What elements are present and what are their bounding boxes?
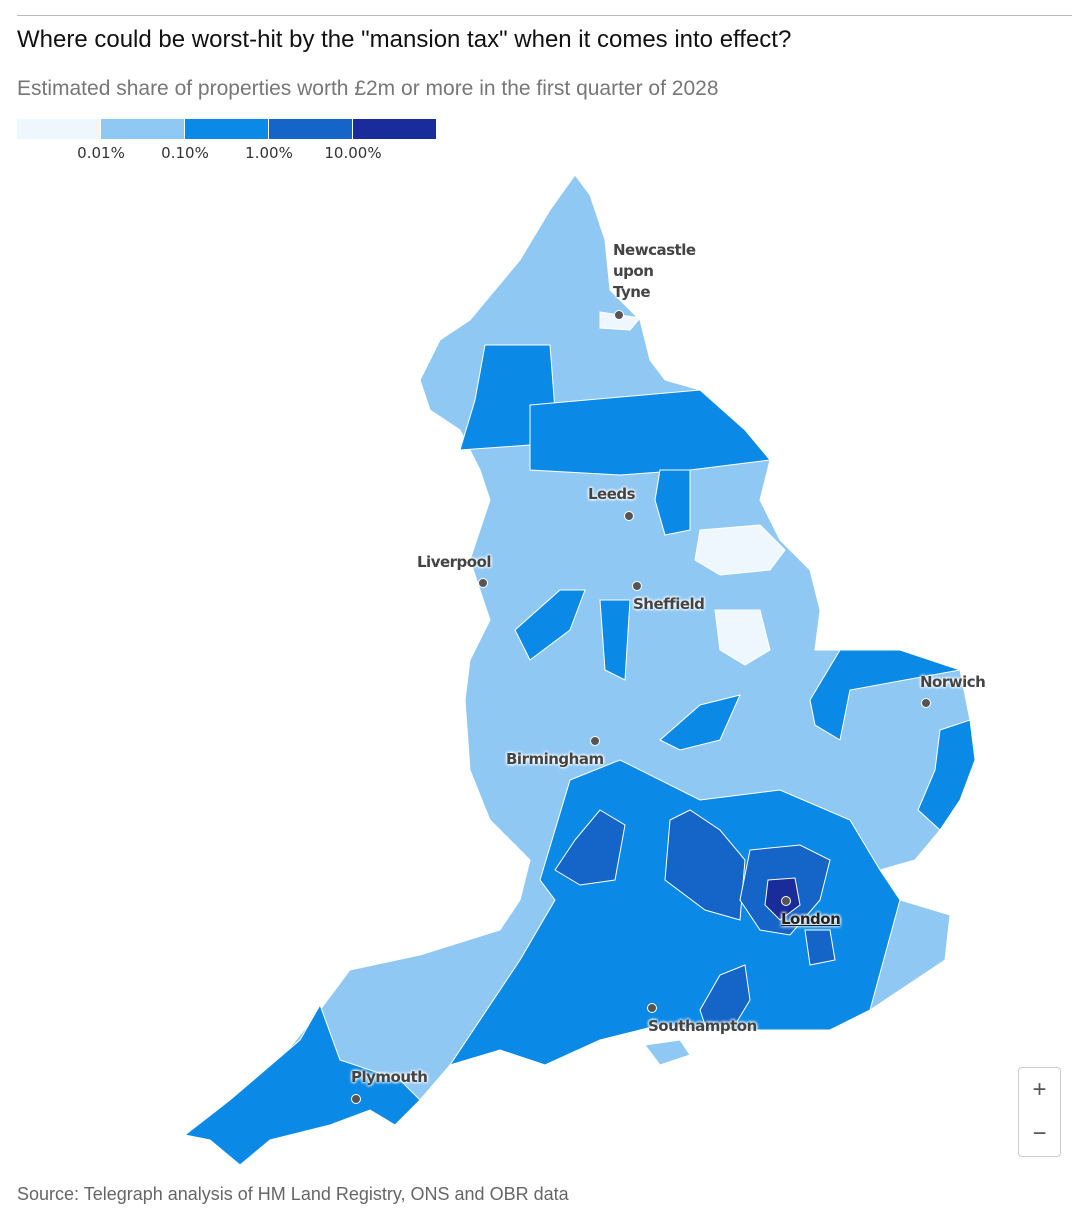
city-label: Newcastle upon Tyne bbox=[613, 241, 696, 301]
top-rule bbox=[17, 15, 1072, 16]
city-marker bbox=[781, 896, 791, 906]
city-marker bbox=[590, 736, 600, 746]
legend-swatch bbox=[269, 119, 352, 139]
city-marker bbox=[351, 1094, 361, 1104]
legend-tick-label: 10.00% bbox=[324, 144, 381, 162]
city-label: Birmingham bbox=[506, 750, 604, 768]
legend-swatch bbox=[353, 119, 436, 139]
legend-tick-label: 1.00% bbox=[245, 144, 293, 162]
city-label: London bbox=[781, 910, 841, 928]
city-marker bbox=[632, 581, 642, 591]
city-label: Sheffield bbox=[633, 595, 705, 613]
title: Where could be worst-hit by the "mansion… bbox=[17, 26, 792, 53]
city-marker bbox=[647, 1003, 657, 1013]
legend-swatch bbox=[17, 119, 100, 139]
city-label: Plymouth bbox=[351, 1068, 428, 1086]
zoom-out-button[interactable]: − bbox=[1018, 1112, 1061, 1157]
city-label: Southampton bbox=[648, 1017, 757, 1035]
city-marker bbox=[921, 698, 931, 708]
source: Source: Telegraph analysis of HM Land Re… bbox=[17, 1184, 569, 1204]
legend-tick-label: 0.01% bbox=[77, 144, 125, 162]
legend-swatch bbox=[101, 119, 184, 139]
city-marker bbox=[624, 511, 634, 521]
city-label: Leeds bbox=[588, 485, 636, 503]
city-label: Liverpool bbox=[417, 553, 492, 571]
city-marker bbox=[478, 578, 488, 588]
zoom-in-button[interactable]: + bbox=[1018, 1067, 1061, 1113]
legend-tick-label: 0.10% bbox=[161, 144, 209, 162]
england-map bbox=[183, 174, 976, 1166]
city-label: Norwich bbox=[920, 673, 986, 691]
legend: 0.01% 0.10% 1.00% 10.00% bbox=[17, 119, 436, 162]
legend-swatch bbox=[185, 119, 268, 139]
city-marker bbox=[614, 310, 624, 320]
subtitle: Estimated share of properties worth £2m … bbox=[17, 77, 719, 100]
